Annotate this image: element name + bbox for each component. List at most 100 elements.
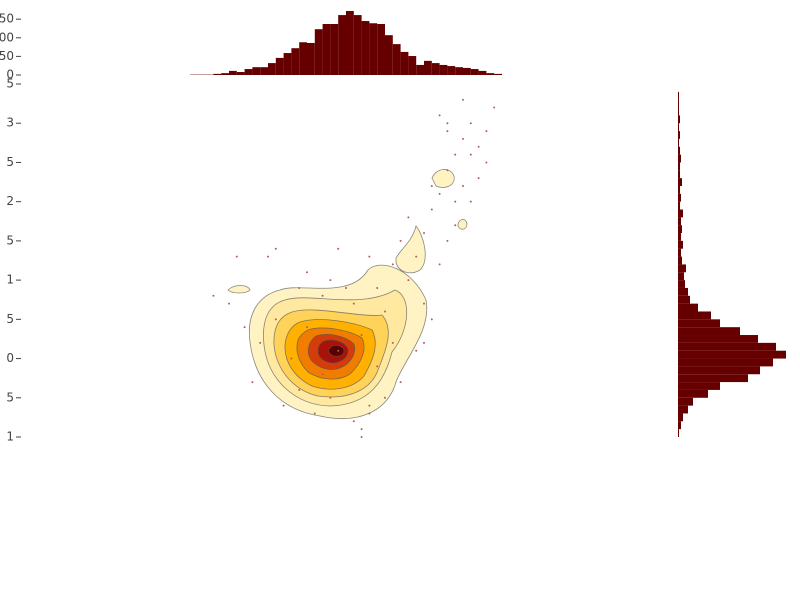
- y-tick-label: 50: [0, 49, 14, 63]
- scatter-point: [454, 200, 457, 203]
- right-histogram-bar: [678, 217, 681, 226]
- scatter-point: [391, 263, 394, 266]
- top-histogram-bar: [431, 63, 440, 75]
- scatter-point: [485, 130, 488, 133]
- scatter-point: [446, 239, 449, 242]
- scatter-point: [298, 286, 301, 289]
- scatter-point: [360, 428, 363, 431]
- scatter-point: [376, 365, 379, 368]
- right-histogram-bar: [678, 374, 748, 383]
- right-histogram-bar: [678, 146, 680, 155]
- scatter-point: [368, 255, 371, 258]
- scatter-point: [493, 106, 496, 109]
- right-histogram-bar: [678, 358, 773, 367]
- top-histogram-bar: [463, 67, 471, 75]
- right-histogram-bar: [678, 421, 681, 430]
- top-histogram-bar: [392, 44, 401, 75]
- right-histogram-bar: [678, 303, 698, 312]
- top-histogram-bar: [400, 51, 409, 75]
- scatter-point: [329, 396, 332, 399]
- top-histogram-bar: [213, 73, 222, 75]
- scatter-point: [306, 326, 308, 329]
- scatter-point: [290, 357, 293, 360]
- top-histogram-bar: [470, 69, 479, 75]
- y-tick-label: 0: [6, 351, 14, 365]
- right-histogram-bar: [678, 366, 760, 375]
- scatter-point: [485, 161, 488, 164]
- scatter-point: [399, 239, 402, 242]
- right-histogram-bar: [678, 162, 680, 171]
- scatter-point: [368, 404, 371, 407]
- scatter-point: [228, 302, 230, 305]
- right-histogram-bar: [678, 248, 681, 257]
- scatter-point: [337, 349, 340, 352]
- scatter-point: [345, 286, 347, 289]
- y-tick-label: 5: [6, 77, 14, 91]
- right-histogram-bar: [678, 201, 680, 210]
- top-histogram-bar: [229, 70, 237, 75]
- top-histogram-bar: [361, 21, 370, 75]
- right-histogram-bar: [678, 185, 680, 194]
- scatter-point: [306, 271, 308, 274]
- scatter-point: [430, 208, 433, 211]
- right-histogram-bar: [678, 327, 740, 336]
- y-tick-label: 1: [6, 273, 14, 287]
- right-histogram-bar: [678, 405, 688, 414]
- top-histogram-bar: [424, 60, 432, 75]
- right-histogram-bar: [678, 280, 685, 288]
- scatter-point: [462, 184, 464, 187]
- scatter-point: [274, 318, 277, 321]
- scatter-point: [384, 396, 386, 399]
- y-tick-label: 5: [6, 155, 14, 169]
- scatter-point: [438, 192, 441, 195]
- top-histogram-bar: [416, 64, 424, 75]
- right-histogram-bar: [678, 272, 684, 281]
- scatter-point: [469, 122, 472, 125]
- top-histogram-bar: [330, 24, 339, 76]
- scatter-point: [360, 334, 363, 337]
- top-histogram-bar: [455, 67, 463, 75]
- scatter-point: [352, 302, 355, 305]
- scatter-point: [329, 279, 332, 282]
- y-tick-label: 50: [0, 12, 14, 26]
- scatter-point: [423, 302, 425, 305]
- scatter-point: [430, 318, 433, 321]
- right-histogram-bar: [678, 170, 680, 179]
- top-histogram-bar: [314, 29, 323, 75]
- scatter-point: [415, 349, 418, 352]
- top-histogram-bar: [377, 24, 385, 76]
- scatter-point: [469, 200, 472, 203]
- right-histogram-bar: [678, 99, 679, 108]
- top-histogram-bar: [291, 48, 300, 75]
- top-histogram-bar: [275, 57, 284, 75]
- top-histogram-bar: [307, 42, 315, 75]
- right-histogram-bar: [678, 350, 786, 359]
- top-histogram-bar: [447, 66, 456, 75]
- scatter-point: [423, 341, 425, 344]
- top-histogram-bar: [283, 53, 292, 75]
- scatter-point: [274, 247, 277, 250]
- scatter-point: [337, 247, 340, 250]
- top-histogram-bar: [338, 15, 346, 76]
- top-histogram-bar: [346, 10, 354, 76]
- scatter-point: [321, 373, 324, 376]
- y-tick-label: 5: [6, 312, 14, 326]
- scatter-point: [384, 310, 386, 313]
- right-histogram-bar: [678, 382, 720, 390]
- y-tick-label: 3: [6, 116, 14, 130]
- scatter-point: [376, 286, 379, 289]
- scatter-point: [430, 184, 433, 187]
- top-histogram-bar: [494, 73, 502, 75]
- right-histogram-bar: [678, 240, 683, 249]
- right-histogram-bar: [678, 91, 679, 100]
- top-histogram-bar: [408, 56, 417, 75]
- scatter-point: [477, 177, 480, 180]
- scatter-point: [259, 341, 262, 344]
- right-histogram-bar: [678, 389, 708, 398]
- scatter-point: [446, 122, 449, 125]
- right-histogram-bar: [678, 107, 679, 116]
- right-histogram-bar: [678, 397, 693, 406]
- right-histogram-bar: [678, 256, 682, 265]
- top-histogram-bar: [260, 67, 268, 75]
